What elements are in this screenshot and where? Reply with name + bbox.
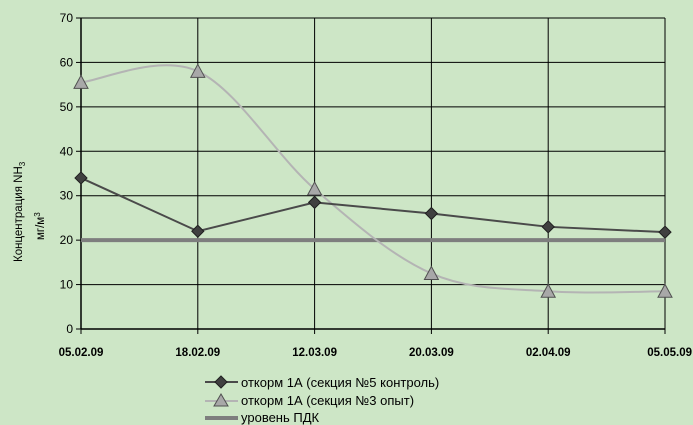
point-control xyxy=(191,224,205,238)
point-experiment xyxy=(73,74,89,89)
y-tick-label: 30 xyxy=(60,189,74,203)
point-experiment xyxy=(657,283,673,298)
series-markers xyxy=(73,63,673,298)
legend: откорм 1А (секция №5 контроль) откорм 1А… xyxy=(205,375,439,425)
x-tick-label: 18.02.09 xyxy=(175,347,220,359)
y-axis-label: Концентрация NH3 xyxy=(13,161,27,262)
x-tick-label: 12.03.09 xyxy=(292,347,337,359)
x-tick-label: 20.03.09 xyxy=(409,347,454,359)
y-tick-label: 40 xyxy=(60,144,74,158)
y-axis-unit: мг/м3 xyxy=(33,212,47,240)
y-tick-label: 0 xyxy=(66,322,73,336)
point-control xyxy=(541,220,555,234)
y-axis-label-main: Концентрация NH xyxy=(13,166,25,262)
x-axis: 05.02.09 18.02.09 12.03.09 20.03.09 02.04.09… xyxy=(59,328,692,359)
y-tick-label: 70 xyxy=(60,11,74,25)
x-tick-label: 02.04.09 xyxy=(526,347,571,359)
point-control xyxy=(74,171,88,185)
y-tick-label: 60 xyxy=(60,55,74,69)
x-tick-label: 05.05.09 xyxy=(647,347,692,359)
y-axis-unit-sup: 3 xyxy=(33,212,42,217)
legend-label-control: откорм 1А (секция №5 контроль) xyxy=(241,375,439,390)
point-experiment xyxy=(306,180,323,196)
point-control xyxy=(307,195,322,210)
point-experiment xyxy=(540,283,557,298)
legend-item-control: откорм 1А (секция №5 контроль) xyxy=(205,375,439,390)
y-tick-label: 50 xyxy=(60,100,74,114)
series-line-control xyxy=(80,177,666,234)
y-axis: 0 10 20 30 40 50 60 70 xyxy=(60,11,82,336)
point-experiment xyxy=(423,265,440,280)
point-control xyxy=(658,225,672,239)
y-axis-unit-main: мг/м xyxy=(35,217,47,240)
plot-area xyxy=(81,18,665,329)
x-tick-label: 05.02.09 xyxy=(59,347,104,359)
legend-label-experiment: откорм 1А (секция №3 опыт) xyxy=(241,393,414,408)
legend-label-pdk: уровень ПДК xyxy=(241,410,320,425)
y-axis-label-sub: 3 xyxy=(18,161,27,166)
y-tick-label: 10 xyxy=(60,278,74,292)
y-tick-label: 20 xyxy=(60,233,74,247)
point-experiment xyxy=(189,63,206,78)
point-control xyxy=(424,206,439,221)
legend-item-experiment: откорм 1А (секция №3 опыт) xyxy=(205,393,414,408)
legend-item-pdk: уровень ПДК xyxy=(205,410,320,425)
